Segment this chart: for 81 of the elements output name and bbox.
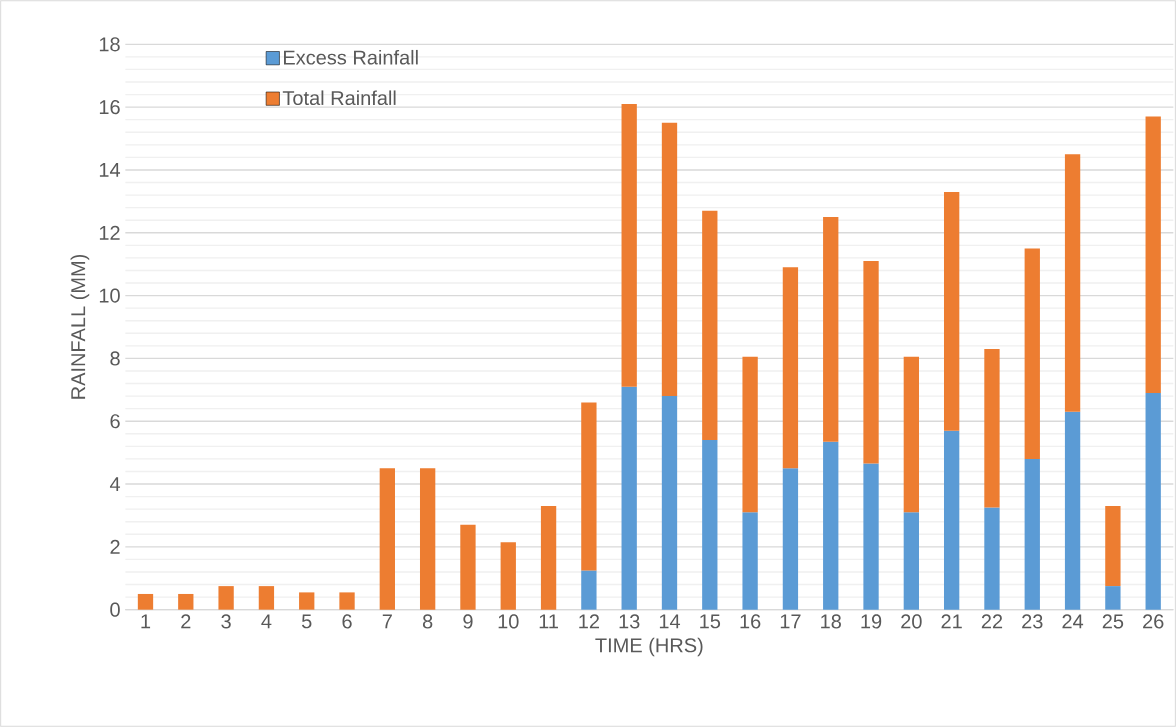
bar [702,210,718,441]
bar [984,348,1000,508]
bar [984,507,1000,610]
bar [460,524,476,610]
bar [258,586,275,610]
x-tick-label: 18 [821,614,841,629]
bar [581,402,597,571]
y-tick-label: 8 [110,351,120,366]
x-tick-label: 5 [301,614,312,629]
legend-label: Excess Rainfall [284,49,418,65]
x-tick-label: 26 [1143,614,1164,629]
bar [1024,458,1040,610]
x-tick-label: 10 [498,614,519,629]
bar [178,593,194,610]
bar [742,356,758,513]
bar [1024,248,1040,459]
x-tick-label: 12 [579,614,599,629]
bar [782,267,799,469]
y-tick-label: 2 [110,539,120,554]
x-tick-label: 23 [1022,614,1043,629]
bar [863,261,879,464]
bar [944,191,960,431]
y-tick-label: 6 [110,414,120,429]
bar [581,570,597,610]
y-tick-label: 12 [99,225,120,240]
x-tick-label: 6 [342,614,352,629]
bar [1145,116,1161,393]
y-tick-label: 4 [109,477,121,491]
bar [1064,411,1081,610]
bar [823,441,839,610]
bar [1064,154,1081,412]
y-tick-label: 16 [99,100,120,115]
x-tick-label: 24 [1062,614,1084,629]
bar [339,592,355,610]
bar [621,386,637,610]
bar [137,593,154,610]
bar [903,512,920,610]
x-tick-label: 2 [181,614,191,629]
x-tick-label: 16 [740,614,761,629]
x-tick-label: 1 [141,614,151,629]
x-axis-title: TIME (HRS) [595,637,703,657]
y-tick-label: 18 [99,37,120,52]
bar [702,440,718,610]
x-tick-label: 4 [261,614,272,629]
bar [742,512,758,610]
x-tick-label: 8 [422,614,433,629]
bar [944,430,960,610]
x-tick-label: 21 [941,614,962,629]
bar [823,217,839,442]
x-tick-label: 22 [981,614,1003,629]
x-tick-label: 17 [780,614,801,629]
bar [299,592,315,610]
bar [903,356,920,513]
x-tick-label: 13 [619,614,640,629]
x-tick-label: 15 [700,614,721,629]
bar [1105,506,1121,587]
bar [661,396,678,610]
y-tick-label: 14 [99,163,121,177]
x-tick-label: 7 [382,614,392,629]
y-tick-label: 10 [99,288,120,303]
x-tick-label: 20 [901,614,922,629]
bar [500,542,516,610]
bar [218,586,234,610]
bar [863,463,879,610]
bar [540,506,557,610]
x-tick-label: 14 [659,614,681,629]
bar [661,122,678,397]
y-axis-title: RAINFALL (MM) [70,254,90,399]
x-tick-label: 3 [221,614,231,629]
bar [419,468,436,610]
bar [782,468,799,610]
x-tick-label: 25 [1102,614,1124,629]
bar [621,104,637,387]
bar [1145,392,1161,610]
x-tick-label: 11 [539,614,558,629]
bar [379,468,395,610]
legend-label: Total Rainfall [282,90,396,106]
bar [1105,586,1121,610]
x-tick-label: 9 [463,614,473,629]
y-tick-label: 0 [110,602,120,617]
x-tick-label: 19 [861,614,882,629]
